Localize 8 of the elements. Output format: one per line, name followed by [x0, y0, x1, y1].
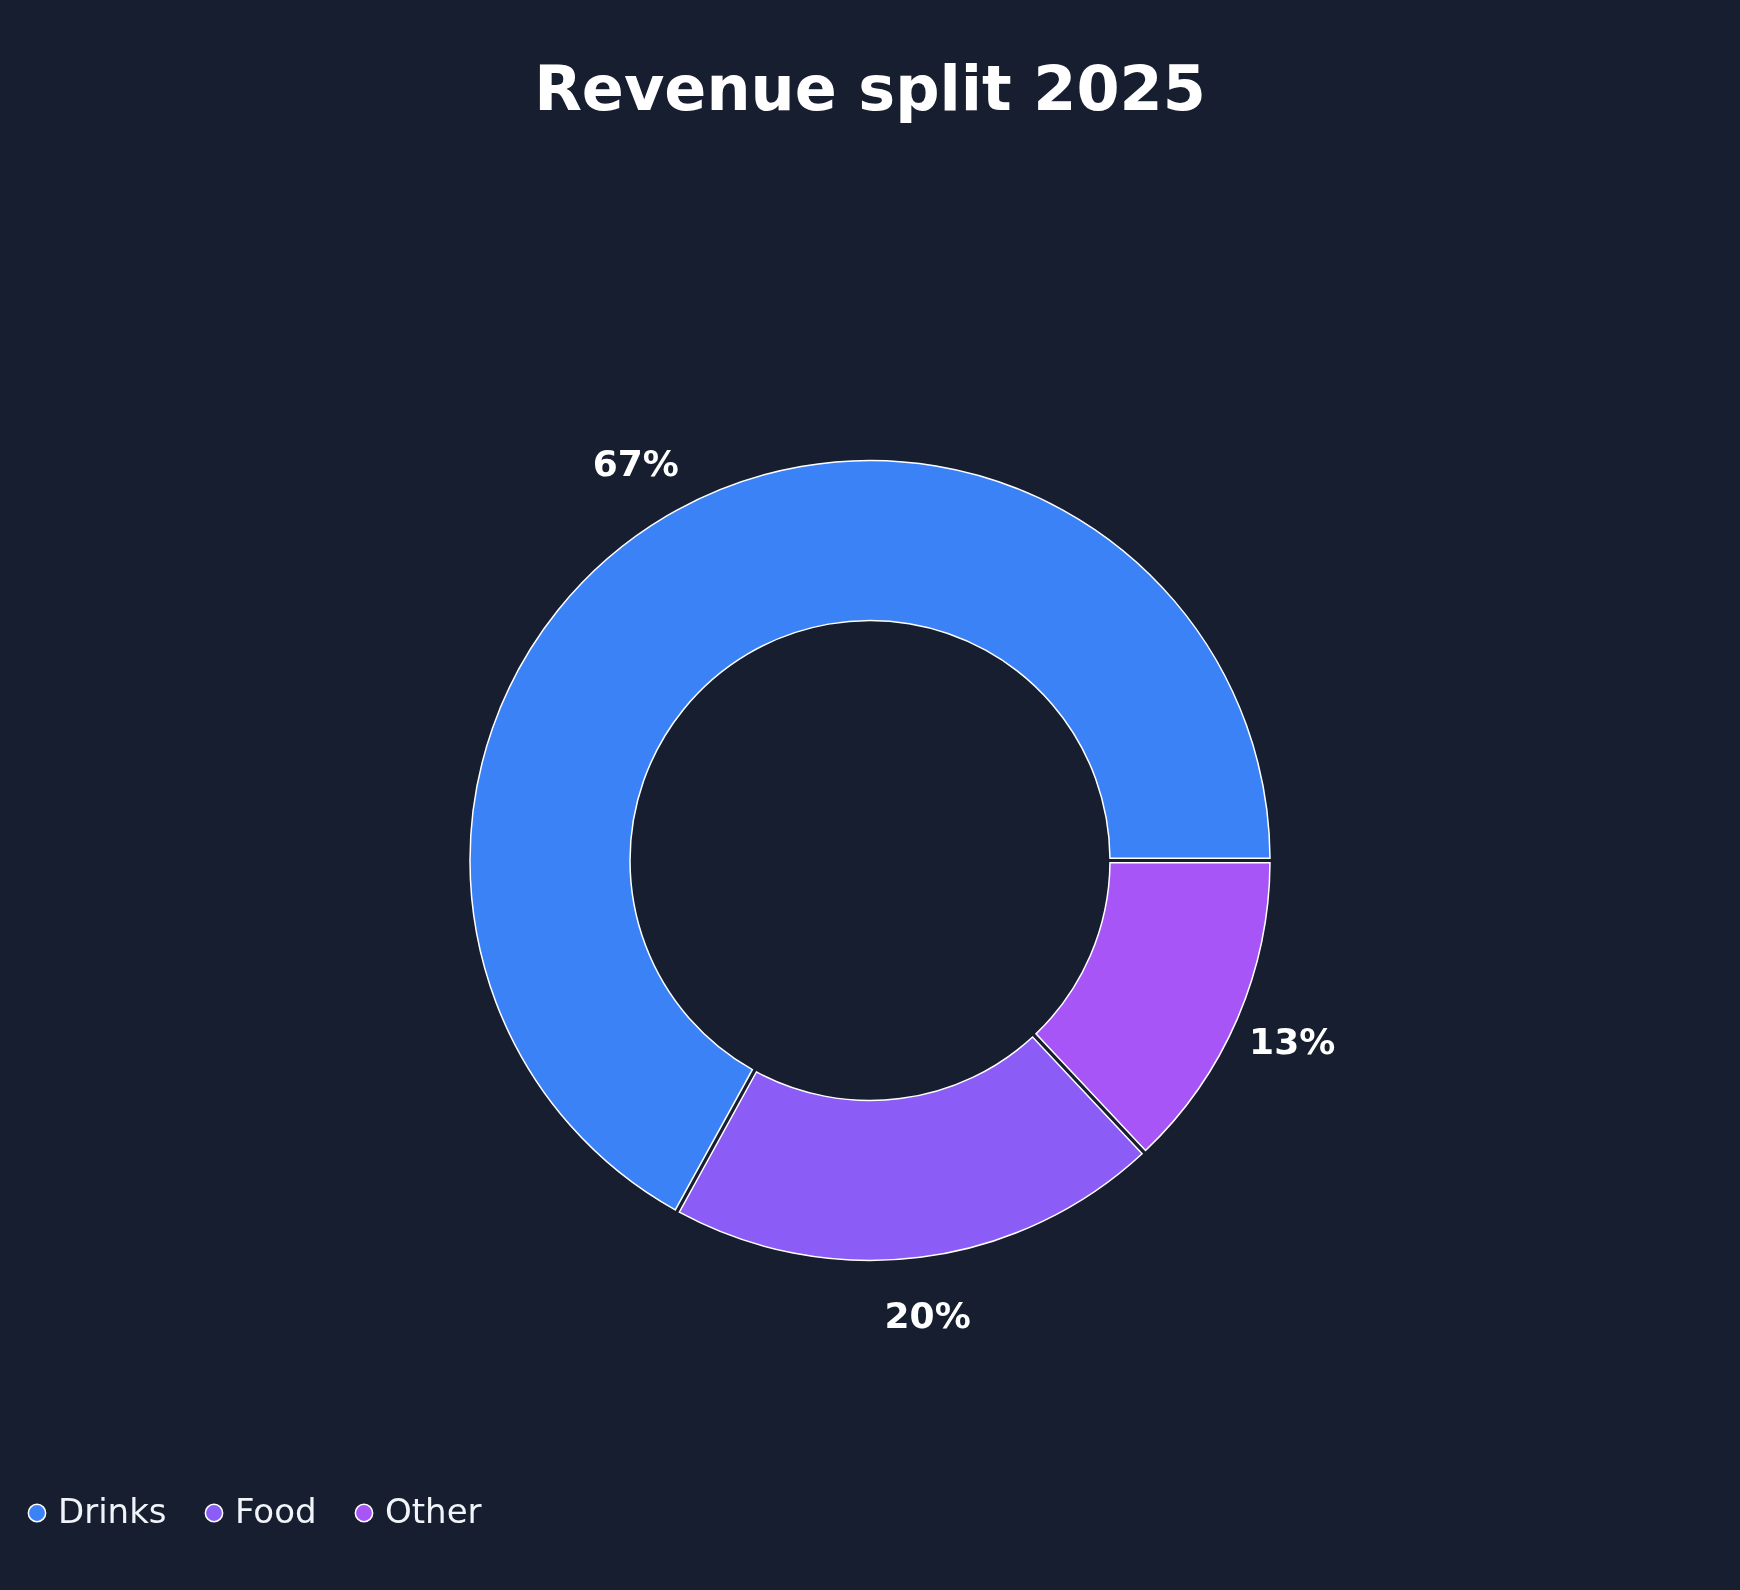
- data-label: 20%: [884, 1294, 971, 1336]
- data-label: 13%: [1249, 1021, 1336, 1063]
- data-label: 67%: [592, 442, 679, 484]
- chart-title: Revenue split 2025: [534, 52, 1206, 125]
- donut-slice: [678, 1036, 1143, 1262]
- legend-label: Food: [235, 1491, 317, 1531]
- legend-label: Other: [385, 1491, 482, 1531]
- legend-label: Drinks: [58, 1491, 167, 1531]
